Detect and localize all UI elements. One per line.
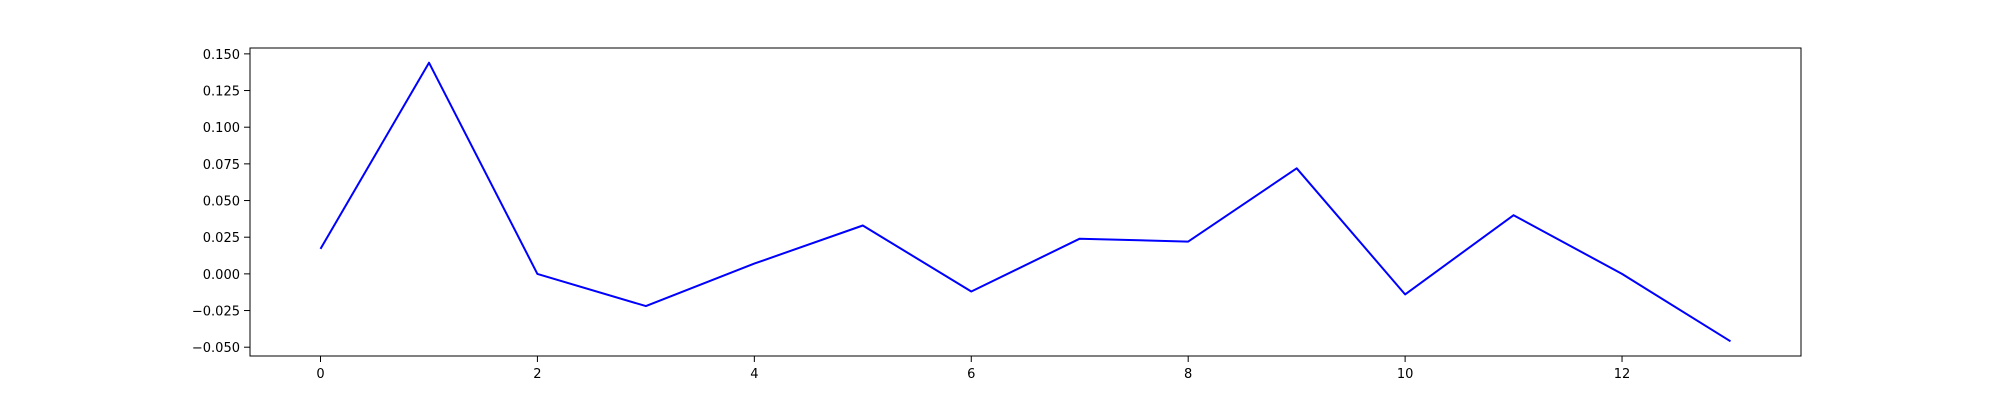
x-axis-ticks: 0 2 4 6 8 10 12 (316, 356, 1630, 382)
y-tick-label: 0.100 (203, 121, 240, 136)
series-line (319, 61, 1732, 343)
y-tick-label: 0.150 (203, 48, 240, 63)
series-layer (319, 61, 1732, 343)
x-tick-label: 8 (1184, 367, 1192, 382)
x-tick-label: 4 (750, 367, 758, 382)
y-tick-label: 0.000 (203, 268, 240, 283)
x-tick-label: 12 (1614, 367, 1631, 382)
y-tick-label: 0.075 (203, 158, 240, 173)
y-tick-label: 0.025 (203, 231, 240, 246)
x-tick-label: 2 (533, 367, 541, 382)
y-tick-label: −0.050 (192, 341, 240, 356)
y-tick-label: 0.125 (203, 85, 240, 100)
y-axis-ticks: −0.050 −0.025 0.000 0.025 0.050 0.075 0.100 0.1… (192, 48, 250, 356)
plot-area-frame (249, 47, 1802, 357)
x-tick-label: 6 (967, 367, 975, 382)
x-tick-label: 0 (316, 367, 324, 382)
y-tick-label: 0.050 (203, 195, 240, 210)
y-tick-label: −0.025 (192, 305, 240, 320)
x-tick-label: 10 (1397, 367, 1414, 382)
